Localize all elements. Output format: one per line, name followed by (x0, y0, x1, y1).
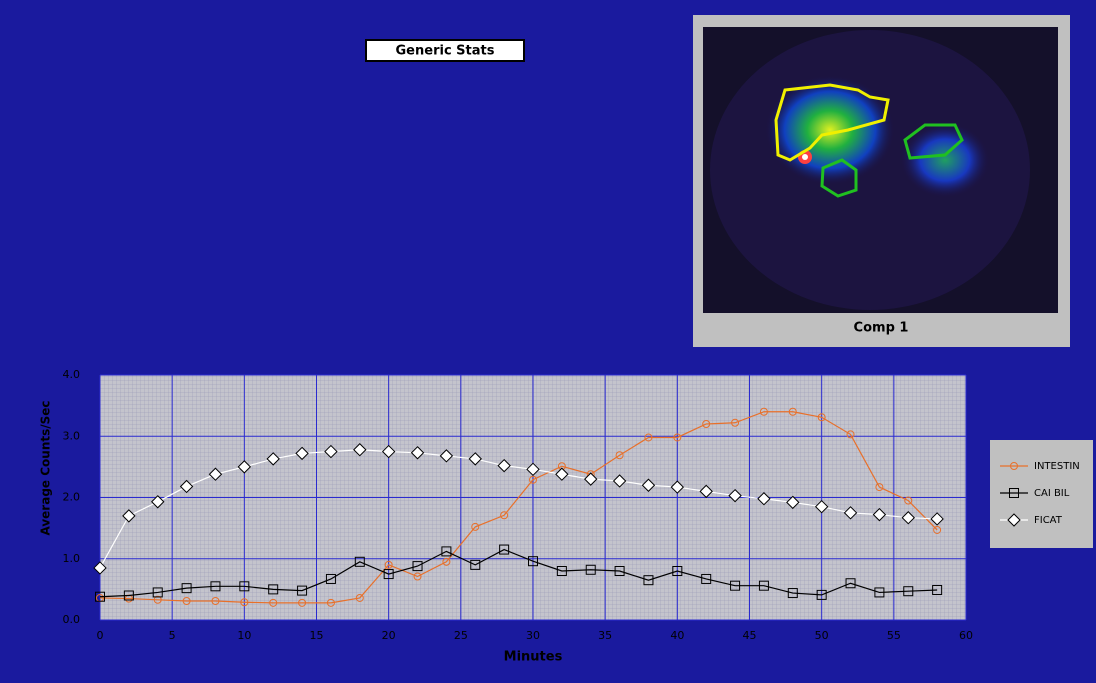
y-tick-label: 3.0 (63, 429, 81, 442)
x-tick-label: 10 (237, 629, 251, 642)
x-tick-label: 20 (382, 629, 396, 642)
image-caption: Comp 1 (854, 321, 909, 336)
y-tick-label: 2.0 (63, 491, 81, 504)
x-tick-label: 5 (169, 629, 176, 642)
y-tick-label: 0.0 (63, 613, 81, 626)
legend-label: INTESTIN (1034, 461, 1080, 472)
x-tick-label: 30 (526, 629, 540, 642)
chart: Generic Stats Comp 1 Average Counts/Sec … (0, 0, 1096, 683)
x-tick-label: 0 (97, 629, 104, 642)
legend-label: FICAT (1034, 515, 1063, 526)
y-axis-label: Average Counts/Sec (39, 400, 53, 535)
y-tick-label: 4.0 (63, 368, 81, 381)
legend-label: CAI BIL (1034, 488, 1070, 499)
x-tick-label: 40 (670, 629, 684, 642)
x-tick-label: 15 (310, 629, 324, 642)
x-tick-label: 25 (454, 629, 468, 642)
x-tick-label: 60 (959, 629, 973, 642)
x-tick-label: 35 (598, 629, 612, 642)
screen: Generic Stats Comp 1 Average Counts/Sec … (0, 0, 1096, 683)
x-tick-label: 50 (815, 629, 829, 642)
x-tick-label: 45 (743, 629, 757, 642)
button-label[interactable]: Generic Stats (396, 44, 495, 59)
x-axis-label: Minutes (504, 650, 563, 665)
x-tick-label: 55 (887, 629, 901, 642)
image-hotspot (802, 154, 808, 160)
y-tick-label: 1.0 (63, 552, 81, 565)
